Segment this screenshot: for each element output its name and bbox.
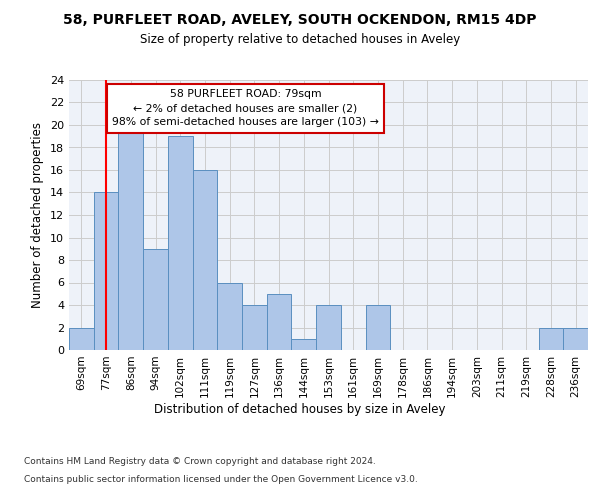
- Bar: [118, 125, 143, 350]
- Bar: [539, 328, 563, 350]
- Bar: [193, 170, 217, 350]
- Text: Distribution of detached houses by size in Aveley: Distribution of detached houses by size …: [154, 402, 446, 415]
- Bar: [365, 305, 390, 350]
- Bar: [94, 192, 118, 350]
- Text: Contains public sector information licensed under the Open Government Licence v3: Contains public sector information licen…: [24, 475, 418, 484]
- Bar: [69, 328, 94, 350]
- Bar: [267, 294, 292, 350]
- Bar: [242, 305, 267, 350]
- Bar: [168, 136, 193, 350]
- Bar: [143, 248, 168, 350]
- Text: 58 PURFLEET ROAD: 79sqm
← 2% of detached houses are smaller (2)
98% of semi-deta: 58 PURFLEET ROAD: 79sqm ← 2% of detached…: [112, 90, 379, 128]
- Text: 58, PURFLEET ROAD, AVELEY, SOUTH OCKENDON, RM15 4DP: 58, PURFLEET ROAD, AVELEY, SOUTH OCKENDO…: [63, 12, 537, 26]
- Text: Size of property relative to detached houses in Aveley: Size of property relative to detached ho…: [140, 32, 460, 46]
- Text: Contains HM Land Registry data © Crown copyright and database right 2024.: Contains HM Land Registry data © Crown c…: [24, 458, 376, 466]
- Bar: [563, 328, 588, 350]
- Bar: [316, 305, 341, 350]
- Bar: [217, 282, 242, 350]
- Bar: [292, 339, 316, 350]
- Y-axis label: Number of detached properties: Number of detached properties: [31, 122, 44, 308]
